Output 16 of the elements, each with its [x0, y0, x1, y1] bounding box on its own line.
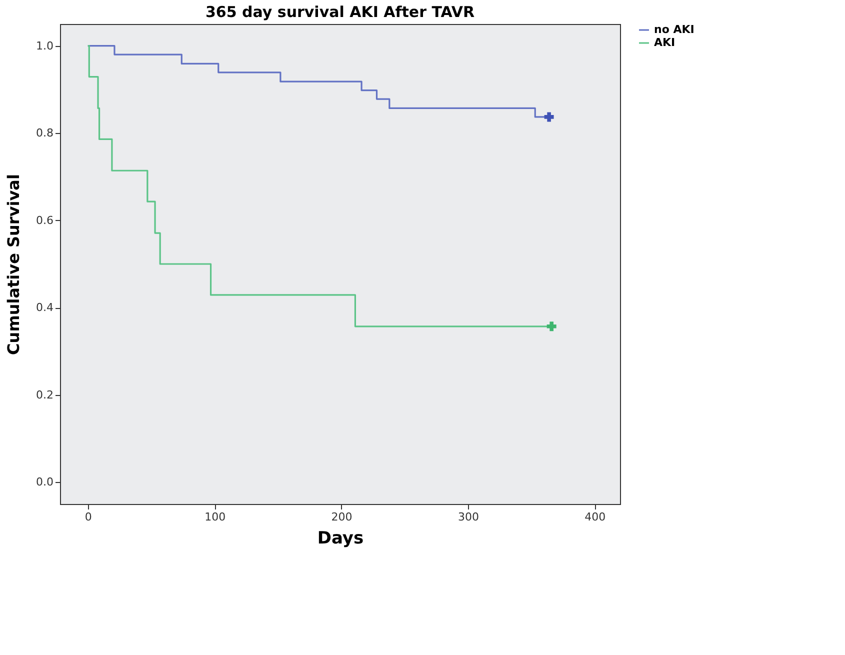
legend-label: AKI: [654, 36, 676, 49]
y-tick-label: 0.8: [36, 126, 54, 140]
x-tick-label: 200: [331, 510, 352, 524]
x-tick-label: 0: [84, 510, 92, 524]
y-tick-label: 0.0: [36, 476, 54, 489]
x-tick-label: 100: [204, 510, 226, 524]
y-tick-label: 0.4: [36, 301, 54, 314]
x-tick-label: 400: [584, 510, 606, 524]
x-tick-label: 300: [458, 510, 479, 524]
y-tick-label: 1.0: [36, 39, 54, 52]
x-axis-title: Days: [317, 528, 364, 548]
legend-label: no AKI: [654, 23, 694, 36]
y-tick-label: 0.6: [36, 214, 54, 227]
chart-title: 365 day survival AKI After TAVR: [205, 3, 475, 21]
y-tick-label: 0.2: [36, 388, 54, 402]
y-axis-title: Cumulative Survival: [4, 174, 24, 355]
